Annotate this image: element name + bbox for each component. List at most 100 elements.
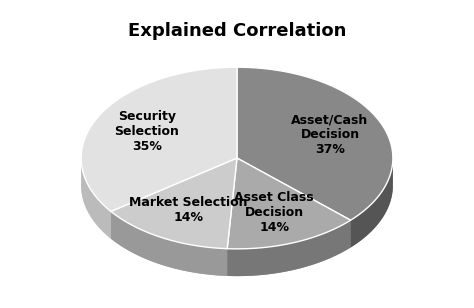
Polygon shape (334, 229, 335, 257)
Polygon shape (143, 231, 144, 258)
Polygon shape (91, 190, 92, 218)
Polygon shape (197, 246, 198, 273)
Polygon shape (339, 226, 340, 254)
Polygon shape (150, 233, 151, 261)
Polygon shape (230, 249, 231, 276)
Polygon shape (217, 248, 218, 275)
Polygon shape (333, 229, 334, 257)
Polygon shape (366, 208, 367, 236)
Polygon shape (268, 247, 269, 274)
Polygon shape (327, 232, 328, 260)
Polygon shape (159, 237, 160, 264)
Polygon shape (370, 204, 371, 232)
Polygon shape (180, 243, 181, 270)
Polygon shape (110, 211, 111, 239)
Polygon shape (133, 226, 134, 253)
Polygon shape (103, 205, 104, 233)
Polygon shape (154, 235, 155, 262)
Polygon shape (308, 239, 309, 266)
Polygon shape (352, 219, 353, 247)
Polygon shape (220, 248, 221, 276)
Polygon shape (296, 242, 297, 270)
Polygon shape (102, 204, 103, 232)
Polygon shape (97, 198, 98, 226)
Polygon shape (368, 206, 369, 234)
Polygon shape (237, 158, 351, 247)
Polygon shape (139, 229, 140, 256)
Polygon shape (257, 248, 258, 275)
Polygon shape (328, 231, 329, 259)
Polygon shape (295, 242, 296, 270)
Polygon shape (300, 241, 301, 268)
Polygon shape (367, 207, 368, 235)
Polygon shape (171, 240, 172, 268)
Polygon shape (136, 227, 137, 255)
Polygon shape (185, 244, 186, 271)
Polygon shape (267, 247, 268, 274)
Polygon shape (365, 209, 366, 237)
Polygon shape (140, 229, 141, 257)
Polygon shape (176, 242, 177, 269)
Polygon shape (195, 245, 196, 273)
Polygon shape (229, 249, 230, 276)
Polygon shape (130, 224, 131, 252)
Polygon shape (221, 248, 222, 276)
Polygon shape (305, 240, 306, 267)
Polygon shape (247, 249, 248, 276)
Polygon shape (199, 246, 200, 274)
Polygon shape (376, 197, 377, 226)
Polygon shape (346, 222, 347, 250)
Polygon shape (227, 249, 228, 276)
Polygon shape (163, 238, 164, 265)
Polygon shape (128, 223, 129, 251)
Polygon shape (309, 238, 310, 266)
Polygon shape (129, 224, 130, 251)
Polygon shape (362, 211, 364, 239)
Polygon shape (198, 246, 199, 273)
Polygon shape (233, 249, 234, 276)
Polygon shape (304, 240, 305, 267)
Polygon shape (93, 193, 94, 221)
Polygon shape (161, 237, 162, 265)
Polygon shape (174, 241, 175, 269)
Polygon shape (234, 249, 235, 276)
Polygon shape (330, 231, 331, 258)
Polygon shape (193, 245, 194, 273)
Polygon shape (90, 188, 91, 217)
Polygon shape (285, 244, 286, 272)
Polygon shape (269, 247, 270, 274)
Polygon shape (354, 217, 356, 245)
Polygon shape (223, 249, 224, 276)
Polygon shape (196, 246, 197, 273)
Polygon shape (170, 240, 171, 268)
Polygon shape (183, 243, 184, 271)
Polygon shape (106, 207, 107, 235)
Polygon shape (252, 249, 253, 276)
Polygon shape (202, 246, 203, 274)
Polygon shape (218, 248, 219, 275)
Polygon shape (270, 247, 271, 274)
Polygon shape (275, 246, 276, 274)
Polygon shape (310, 238, 311, 265)
Polygon shape (169, 240, 170, 267)
Polygon shape (111, 211, 227, 276)
Polygon shape (291, 243, 292, 270)
Polygon shape (258, 248, 259, 275)
Polygon shape (307, 239, 308, 266)
Polygon shape (104, 206, 105, 234)
Polygon shape (214, 248, 215, 275)
Polygon shape (227, 158, 351, 249)
Polygon shape (98, 200, 99, 228)
Polygon shape (172, 241, 173, 268)
Polygon shape (207, 247, 208, 274)
Polygon shape (138, 228, 139, 256)
Polygon shape (271, 247, 272, 274)
Polygon shape (151, 234, 152, 261)
Polygon shape (318, 235, 319, 263)
Polygon shape (286, 244, 287, 271)
Polygon shape (324, 233, 325, 261)
Polygon shape (238, 249, 239, 276)
Polygon shape (314, 237, 315, 264)
Polygon shape (208, 247, 209, 275)
Polygon shape (380, 193, 381, 221)
